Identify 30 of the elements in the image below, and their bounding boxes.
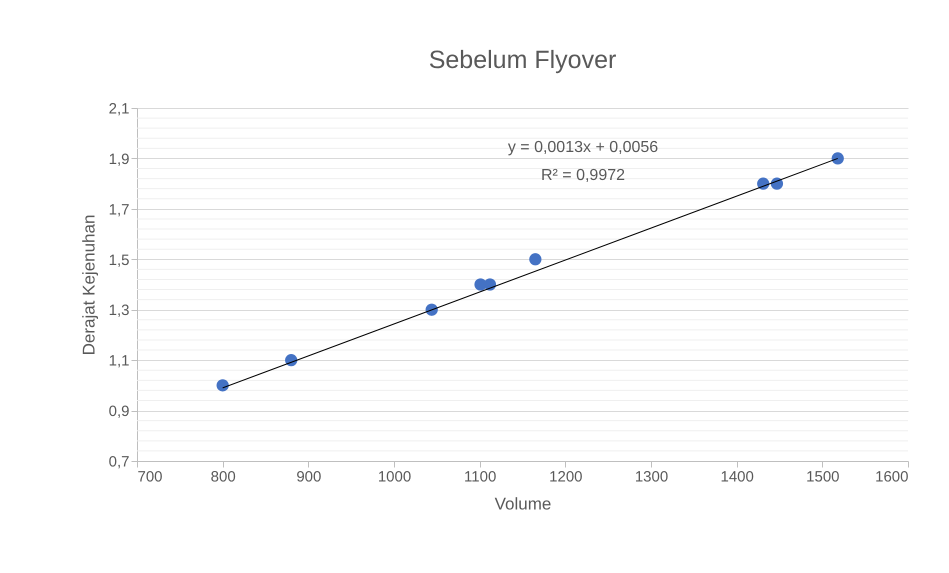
x-tick-label: 1600 <box>875 468 908 486</box>
point <box>285 354 298 366</box>
y-tick-label: 0,7 <box>108 454 130 470</box>
x-tick-label: 1100 <box>464 468 496 486</box>
y-tick-label: 1,3 <box>108 302 130 320</box>
x-tick-label: 1400 <box>720 468 754 486</box>
annotation: R² = 0,9972 <box>540 167 626 184</box>
chart-title: Sebelum Flyover <box>428 46 616 74</box>
y-tick-label: 0,9 <box>108 403 130 420</box>
x-axis-title: Volume <box>494 494 552 514</box>
point <box>216 379 229 392</box>
x-tick-label: 1300 <box>634 468 668 486</box>
point <box>484 278 496 291</box>
x-tick-label: 1500 <box>806 468 840 486</box>
y-tick-label: 1,7 <box>108 201 130 218</box>
y-tick-label: 1,5 <box>108 252 130 269</box>
point <box>757 178 770 190</box>
y-tick-label: 1,9 <box>108 150 130 168</box>
y-tick-label: 1,1 <box>108 352 130 370</box>
x-tick-label: 1000 <box>378 468 412 486</box>
x-tick-label: 900 <box>296 468 322 486</box>
point <box>832 152 844 165</box>
point <box>770 178 784 190</box>
point <box>529 253 542 266</box>
x-tick-label: 1200 <box>549 468 583 486</box>
annotation: y = 0,0013x + 0,0056 <box>508 139 658 156</box>
x-tick-label: 700 <box>138 468 163 486</box>
y-tick-label: 2,1 <box>108 100 130 118</box>
y-axis-title: Derajat Kejenuhan <box>80 214 99 356</box>
x-tick-label: 800 <box>210 468 236 486</box>
